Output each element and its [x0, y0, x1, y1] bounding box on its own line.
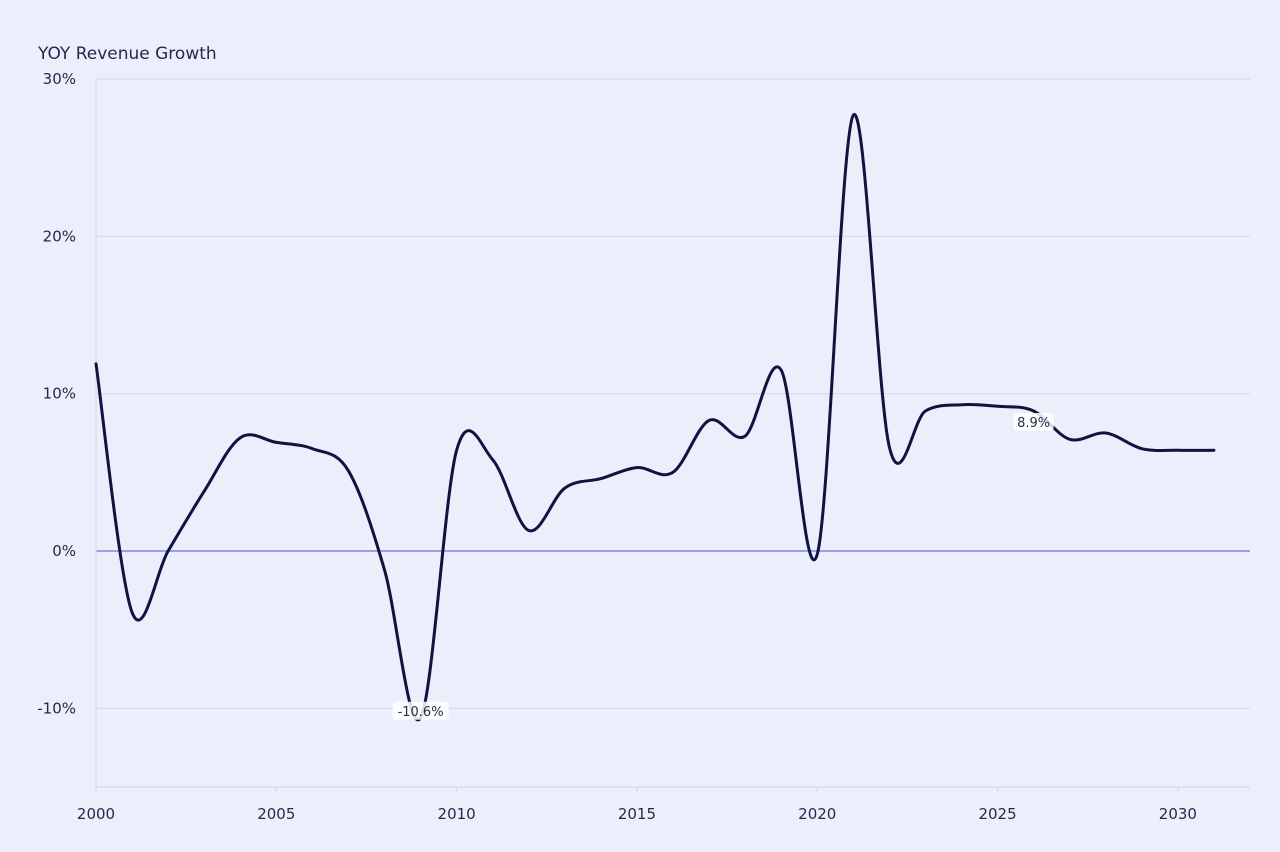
series-line — [94, 113, 1216, 722]
annotations: -10.6% 8.9% — [392, 412, 1054, 720]
x-tick-label: 2030 — [1159, 805, 1197, 823]
x-tick-label: 2000 — [77, 805, 115, 823]
data-label-bg — [392, 701, 449, 720]
y-tick-label: 20% — [43, 227, 76, 245]
x-tick-label: 2020 — [798, 805, 836, 823]
y-tick-label: 10% — [43, 385, 76, 403]
y-axis-title: YOY Revenue Growth — [37, 44, 217, 64]
y-tick-label: 30% — [43, 70, 76, 88]
y-tick-label: -10% — [37, 699, 76, 717]
x-tick-label: 2025 — [978, 805, 1016, 823]
data-label-bg — [1013, 412, 1054, 431]
x-tick-label: 2005 — [257, 805, 295, 823]
data-label: -10.6% — [398, 705, 444, 720]
gridlines — [96, 78, 1250, 709]
axes — [95, 79, 1250, 793]
y-tick-label: 0% — [52, 542, 76, 560]
x-tick-label: 2010 — [438, 805, 476, 823]
x-tick-label: 2015 — [618, 805, 656, 823]
data-label: 8.9% — [1017, 416, 1050, 431]
series-layer — [94, 113, 1216, 722]
tick-labels: -10% 0% 10% 20% 30% 2000 2005 2010 2015 2020 2025 2… — [37, 70, 1197, 823]
